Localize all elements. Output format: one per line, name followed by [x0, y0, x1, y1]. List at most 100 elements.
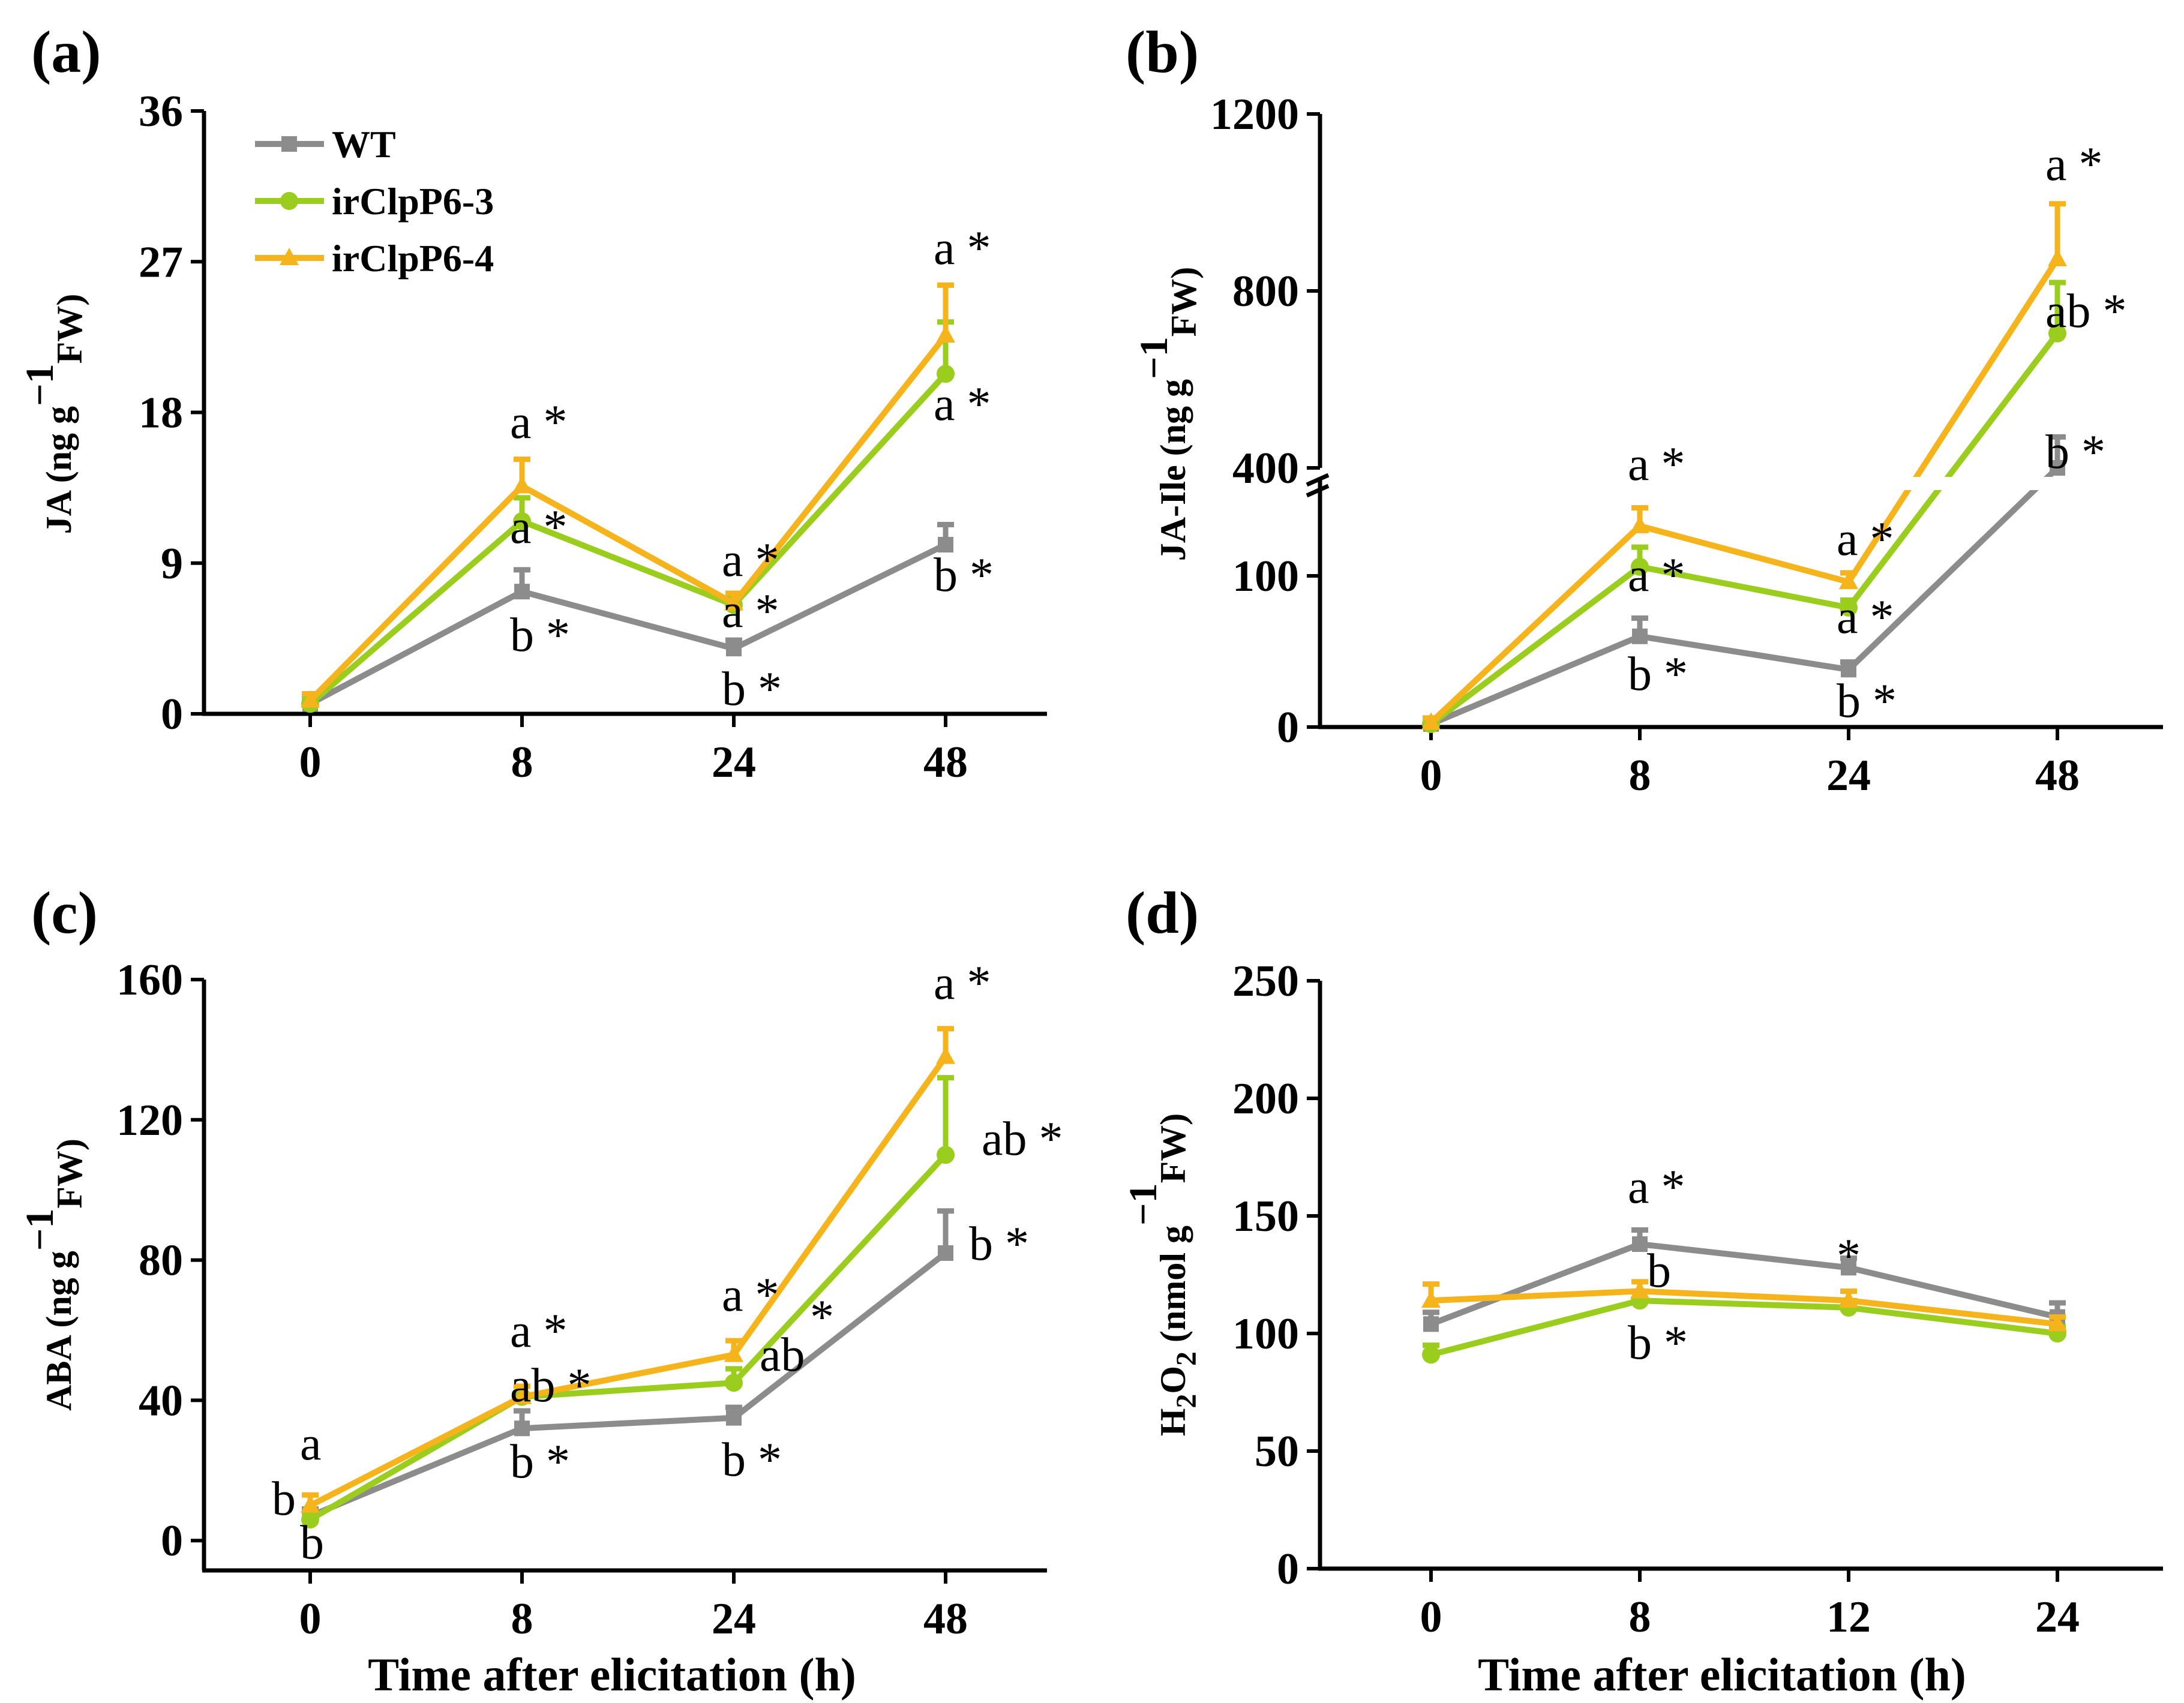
data-point-triangle	[512, 1386, 532, 1404]
significance-label: b	[300, 1516, 324, 1569]
data-point-square	[726, 641, 742, 657]
panel-label: (a)	[31, 19, 101, 85]
data-point-square	[938, 1245, 953, 1261]
y-title-subscript: FW)	[1164, 267, 1204, 337]
y-tick-label: 9	[161, 539, 183, 588]
y-title-part: H	[1153, 1408, 1193, 1437]
legend-label: irClpP6-3	[332, 180, 494, 223]
x-tick-label: 0	[1420, 1593, 1442, 1642]
y-title-part: −1	[1121, 1183, 1165, 1226]
x-tick-label: 48	[923, 738, 968, 787]
significance-label: a *	[722, 534, 779, 587]
data-point-triangle	[1630, 1281, 1649, 1299]
y-tick-label: 800	[1232, 267, 1299, 316]
series-line	[308, 371, 948, 707]
significance-label: *	[1837, 1230, 1861, 1282]
y-title-superscript: −1	[18, 364, 62, 406]
y-tick-label: 36	[139, 87, 183, 136]
significance-label: b *	[510, 1435, 570, 1488]
y-title-main: JA-Ile (ng g	[1153, 379, 1193, 561]
series-line	[1430, 1241, 2059, 1327]
significance-label: a *	[722, 1269, 779, 1321]
series-line	[308, 542, 947, 707]
data-point-circle	[513, 512, 531, 530]
data-point-square	[2050, 460, 2065, 476]
series-irclpp6-4	[301, 282, 955, 708]
y-title-part: 2	[1171, 1351, 1202, 1366]
y-tick-label: 200	[1232, 1074, 1299, 1124]
y-tick-label: 80	[139, 1236, 183, 1285]
y-axis-title: JA-Ile (ng g−1FW)	[1132, 267, 1204, 561]
x-tick-label: 12	[1826, 1593, 1871, 1642]
y-axis-title: ABA (ng g−1FW)	[18, 1139, 89, 1411]
series-irclpp6-4	[1421, 1279, 2067, 1332]
data-point-square	[1841, 1260, 1856, 1276]
data-point-square	[514, 584, 530, 600]
legend-marker-square	[281, 136, 297, 152]
y-axis-title: H2O2 (nmol g−1FW)	[1121, 1113, 1202, 1437]
significance-label: b *	[969, 1218, 1029, 1271]
data-point-triangle	[1839, 572, 1858, 590]
series-line	[308, 1152, 948, 1522]
significance-label: b *	[1628, 648, 1688, 701]
series-line	[1430, 465, 2060, 727]
data-point-triangle	[936, 325, 955, 343]
x-tick-label: 8	[511, 1594, 533, 1644]
x-axis-title-right: Time after elicitation (h)	[1478, 1648, 1966, 1701]
significance-label: a *	[1628, 549, 1685, 602]
significance-label: a *	[722, 585, 779, 638]
significance-label: a *	[2045, 138, 2103, 191]
axis-break-mark	[1306, 483, 1330, 498]
series-line	[308, 1055, 949, 1509]
significance-label: a *	[934, 957, 991, 1010]
significance-label: a *	[1837, 591, 1894, 644]
y-tick-label: 150	[1232, 1192, 1299, 1241]
data-point-circle	[1422, 1345, 1440, 1364]
y-title-superscript: −1	[18, 1209, 62, 1251]
significance-label: a *	[934, 222, 991, 275]
y-tick-label: 400	[1232, 444, 1299, 493]
data-point-circle	[937, 1146, 955, 1164]
significance-label: *	[810, 1291, 834, 1344]
series-irclpp6-3	[1422, 280, 2066, 733]
y-title-part: O	[1153, 1366, 1193, 1394]
y-tick-label: 100	[1232, 552, 1299, 601]
y-title-subscript: FW)	[50, 294, 89, 364]
legend-item: irClpP6-3	[255, 180, 494, 223]
significance-label: b	[1647, 1245, 1671, 1297]
significance-label: a *	[1837, 513, 1894, 566]
y-tick-label: 50	[1255, 1427, 1299, 1476]
significance-label: a	[300, 1417, 322, 1470]
y-tick-label: 160	[116, 956, 183, 1005]
series-line	[1429, 331, 2060, 726]
x-tick-label: 24	[2035, 1593, 2080, 1642]
y-title-subscript: FW)	[50, 1139, 89, 1209]
y-tick-label: 250	[1232, 957, 1299, 1006]
axis-break-mark	[1306, 473, 1330, 487]
data-point-triangle	[512, 476, 532, 494]
y-title-main: ABA (ng g	[39, 1251, 79, 1411]
legend-marker-circle	[280, 192, 298, 210]
series-line	[1430, 1288, 2058, 1327]
series-wt	[302, 522, 954, 712]
data-point-triangle	[1421, 712, 1441, 730]
y-axis-title: JA (ng g−1FW)	[18, 294, 89, 534]
y-tick-label: 120	[116, 1096, 183, 1145]
series-irclpp6-4	[301, 1026, 955, 1513]
y-tick-label: 0	[1277, 703, 1299, 752]
data-point-triangle	[936, 1046, 955, 1064]
data-point-triangle	[1839, 1290, 1858, 1308]
x-tick-label: 8	[511, 738, 533, 787]
legend-label: irClpP6-4	[332, 237, 494, 280]
legend-marker-triangle	[280, 248, 299, 265]
significance-label: b *	[722, 663, 782, 716]
series-irclpp6-4	[1421, 201, 2067, 730]
significance-label: a *	[1628, 438, 1685, 491]
y-tick-label: 0	[1277, 1545, 1299, 1594]
data-point-triangle	[2048, 248, 2067, 266]
series-line	[308, 333, 948, 703]
y-title-part: 2	[1171, 1394, 1202, 1408]
